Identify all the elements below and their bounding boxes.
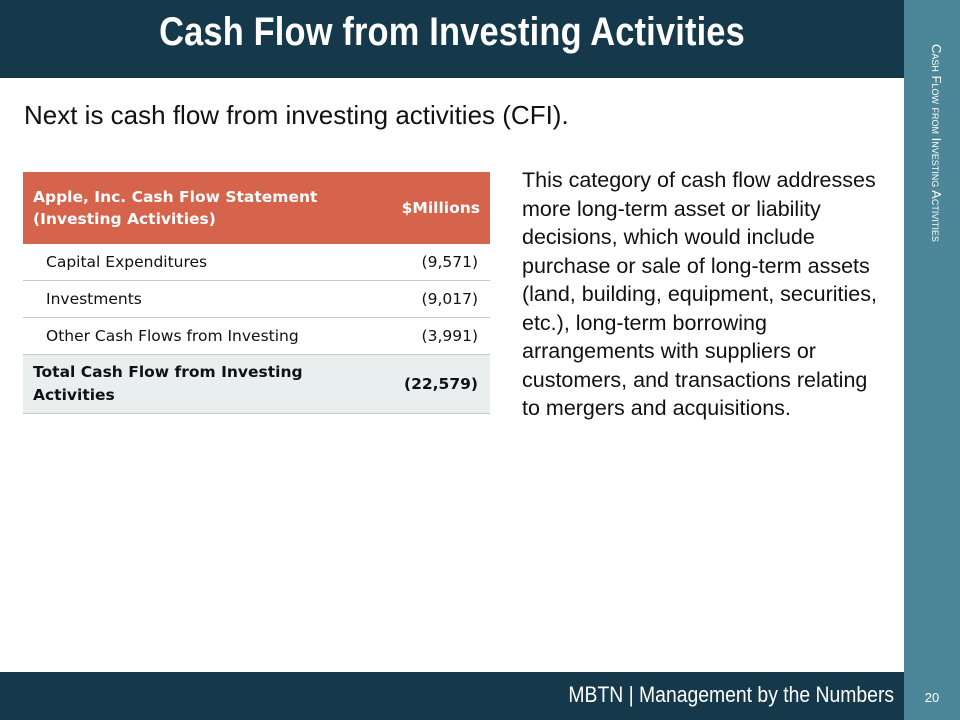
row-value: (3,991) [360,317,490,355]
table-row: Other Cash Flows from Investing (3,991) [23,317,490,355]
table-header-row: Apple, Inc. Cash Flow Statement (Investi… [23,172,490,244]
table-total-row: Total Cash Flow from Investing Activitie… [23,354,490,414]
side-panel [904,0,960,720]
table-row: Investments (9,017) [23,280,490,318]
footer-bar: MBTN | Management by the Numbers [0,672,904,720]
row-label: Investments [23,280,360,318]
slide-subtitle: Next is cash flow from investing activit… [24,100,569,130]
side-section-label: Cash Flow from Investing Activities [929,44,944,242]
table-header-unit: $Millions [360,172,490,244]
page-number: 20 [924,690,940,705]
row-label: Other Cash Flows from Investing [23,317,360,355]
title-bar [0,0,904,78]
row-value: (9,017) [360,280,490,318]
body-paragraph: This category of cash flow addresses mor… [522,168,877,420]
total-label: Total Cash Flow from Investing Activitie… [23,354,360,414]
row-value: (9,571) [360,244,490,281]
cash-flow-table: Apple, Inc. Cash Flow Statement (Investi… [23,172,490,414]
row-label: Capital Expenditures [23,244,360,281]
table-row: Capital Expenditures (9,571) [23,244,490,281]
table-header-label: Apple, Inc. Cash Flow Statement (Investi… [23,172,360,244]
footer-label: MBTN | Management by the Numbers [568,682,894,707]
total-value: (22,579) [360,354,490,414]
slide-title: Cash Flow from Investing Activities [159,10,745,54]
